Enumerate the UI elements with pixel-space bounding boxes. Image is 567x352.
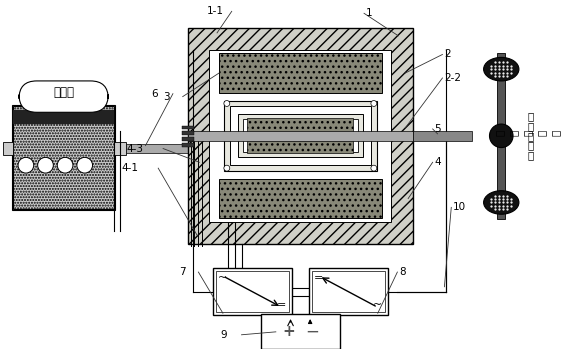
Bar [247,118,353,132]
Text: 4: 4 [435,157,441,167]
Bar [114,142,126,156]
Bar [497,52,505,219]
Bar [126,144,193,153]
Bar [312,271,384,312]
Bar [243,119,358,152]
Bar [13,106,114,209]
Text: 9: 9 [220,330,227,340]
Circle shape [57,157,73,173]
Ellipse shape [484,57,519,81]
Text: 减: 减 [527,121,534,131]
Bar [188,131,413,141]
Bar [209,50,391,222]
Bar [13,110,114,124]
Bar [12,106,115,210]
Bar [219,54,382,93]
Bar [413,131,472,141]
Circle shape [371,165,377,171]
Bar [309,268,388,315]
Text: 主
减
速
齿
轮: 主 减 速 齿 轮 [495,130,561,136]
Ellipse shape [484,191,519,214]
Bar [216,271,289,312]
Bar [182,143,194,146]
Text: 2: 2 [445,50,451,59]
Bar [182,131,194,135]
Text: 1-1: 1-1 [207,6,224,16]
Text: 速: 速 [527,131,534,141]
Text: =: = [314,273,324,283]
Circle shape [77,157,92,173]
Bar [3,142,13,156]
Bar [182,126,194,129]
Text: 10: 10 [453,202,467,212]
Text: =: = [277,300,286,310]
Text: 3: 3 [163,92,170,102]
Circle shape [18,157,33,173]
Bar [238,114,363,157]
Text: 5: 5 [435,124,441,134]
Text: 1: 1 [366,8,373,18]
Text: −: − [305,323,319,341]
Bar [213,268,291,315]
Bar [188,28,413,244]
Text: 发动机: 发动机 [53,86,74,99]
Bar [247,140,353,153]
Text: 8: 8 [399,267,406,277]
Text: +: + [282,324,295,339]
Circle shape [224,165,230,171]
Bar [230,106,371,165]
Text: 2-2: 2-2 [445,73,462,83]
Circle shape [489,124,513,147]
Text: 轮: 轮 [527,150,534,161]
Text: 4-1: 4-1 [121,163,138,173]
Text: ~: ~ [373,300,382,310]
Bar [261,314,340,348]
Text: 7: 7 [179,267,185,277]
Bar [188,131,193,141]
Bar [182,137,194,141]
Text: 主: 主 [527,111,534,121]
Text: 6: 6 [151,89,158,99]
Circle shape [37,157,53,173]
Text: 齿: 齿 [527,140,534,151]
Circle shape [371,101,377,106]
Bar [224,101,377,171]
Bar [219,179,382,218]
FancyBboxPatch shape [19,81,108,112]
Text: 4-3: 4-3 [126,144,143,153]
Text: ~: ~ [218,273,227,283]
Circle shape [224,101,230,106]
